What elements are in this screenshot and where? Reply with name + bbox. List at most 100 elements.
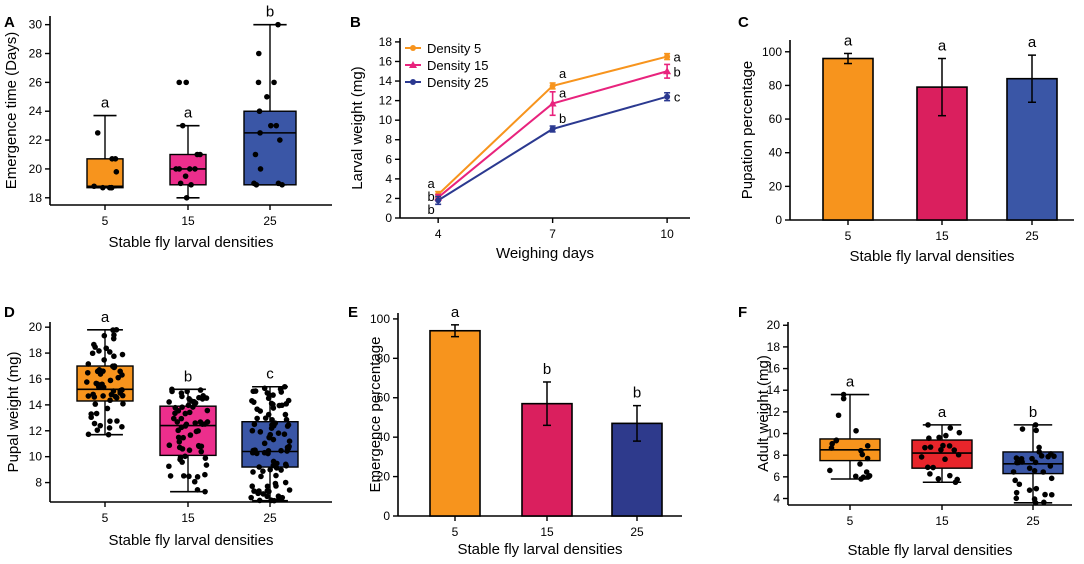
significance-letter: a (938, 38, 947, 55)
data-point (185, 402, 192, 409)
data-point (955, 451, 962, 458)
y-tick-label: 20 (767, 318, 781, 332)
y-tick-label: 60 (769, 112, 783, 126)
data-point (864, 455, 871, 462)
y-tick-label: 0 (775, 213, 782, 227)
x-tick-label: 25 (1025, 229, 1039, 243)
data-point (1041, 499, 1047, 506)
data-point (274, 460, 280, 467)
data-point (176, 79, 183, 86)
significance-letter: b (673, 64, 680, 79)
x-axis-title: Stable fly larval densities (108, 532, 273, 549)
data-point (1047, 463, 1054, 469)
data-point (192, 420, 199, 426)
y-tick-label: 60 (377, 391, 391, 405)
data-point (1016, 481, 1023, 488)
y-tick-label: 80 (769, 78, 783, 92)
data-point (940, 442, 946, 449)
series-marker (549, 125, 556, 132)
data-point (827, 467, 833, 474)
legend-label: Density 15 (427, 58, 488, 73)
data-point (112, 156, 119, 162)
data-point (194, 487, 201, 493)
significance-letter: a (673, 50, 681, 65)
y-tick-label: 30 (29, 18, 43, 32)
data-point (278, 447, 284, 454)
panel-label: B (350, 14, 361, 31)
y-tick-label: 12 (379, 94, 393, 108)
x-axis-title: Stable fly larval densities (847, 542, 1012, 559)
data-point (108, 391, 115, 398)
data-point (94, 130, 101, 136)
x-tick-label: 15 (540, 525, 554, 539)
y-axis-title: Emergence time (Days) (3, 32, 20, 190)
data-point (182, 173, 189, 179)
data-point (938, 447, 944, 453)
y-tick-label: 18 (767, 340, 781, 354)
data-point (107, 377, 114, 384)
data-point (186, 409, 193, 416)
data-point (174, 419, 181, 425)
significance-letter: b (428, 189, 435, 204)
data-point (257, 130, 263, 136)
x-tick-label: 5 (847, 514, 854, 528)
data-point (286, 443, 292, 450)
data-point (1026, 487, 1033, 493)
data-point (255, 79, 262, 86)
data-point (863, 469, 870, 475)
y-tick-label: 22 (29, 133, 43, 147)
data-point (175, 434, 182, 441)
data-point (169, 386, 175, 393)
x-axis-title: Stable fly larval densities (849, 248, 1014, 265)
significance-letter: a (559, 66, 567, 81)
data-point (275, 430, 282, 436)
y-tick-label: 10 (379, 113, 393, 127)
data-point (179, 446, 186, 452)
data-point (1019, 459, 1025, 465)
series-marker (435, 197, 442, 204)
legend-marker (410, 45, 416, 51)
data-point (111, 353, 117, 360)
data-point (249, 427, 256, 434)
y-tick-label: 24 (29, 104, 43, 118)
data-point (113, 326, 120, 333)
y-axis-title: Pupation percentage (739, 61, 756, 199)
data-point (256, 488, 262, 494)
data-point (251, 180, 257, 187)
data-point (828, 445, 835, 451)
y-tick-label: 4 (773, 492, 780, 506)
data-point (92, 401, 99, 407)
data-point (89, 350, 96, 357)
data-point (191, 478, 198, 485)
y-tick-label: 100 (762, 45, 782, 59)
y-tick-label: 18 (29, 346, 43, 360)
data-point (197, 387, 204, 393)
data-point (260, 491, 267, 497)
data-point (1014, 459, 1020, 466)
x-tick-label: 5 (102, 511, 109, 525)
data-point (105, 431, 112, 438)
y-axis-title: Adult weight (mg) (755, 355, 772, 472)
data-point (197, 419, 204, 425)
data-point (1036, 449, 1042, 455)
data-point (852, 473, 859, 480)
data-point (254, 406, 260, 412)
data-point (256, 108, 263, 115)
y-tick-label: 6 (385, 152, 392, 166)
data-point (1032, 500, 1039, 506)
data-point (99, 184, 106, 191)
data-point (248, 494, 254, 501)
significance-letter: a (101, 95, 110, 112)
data-point (840, 395, 847, 402)
data-point (277, 137, 283, 143)
y-tick-label: 14 (379, 74, 393, 88)
data-point (84, 369, 91, 376)
data-point (265, 450, 271, 457)
data-point (106, 425, 113, 431)
data-point (857, 461, 863, 467)
data-point (204, 407, 211, 414)
data-point (1042, 491, 1048, 498)
data-point (1013, 495, 1020, 502)
data-point (202, 455, 209, 461)
